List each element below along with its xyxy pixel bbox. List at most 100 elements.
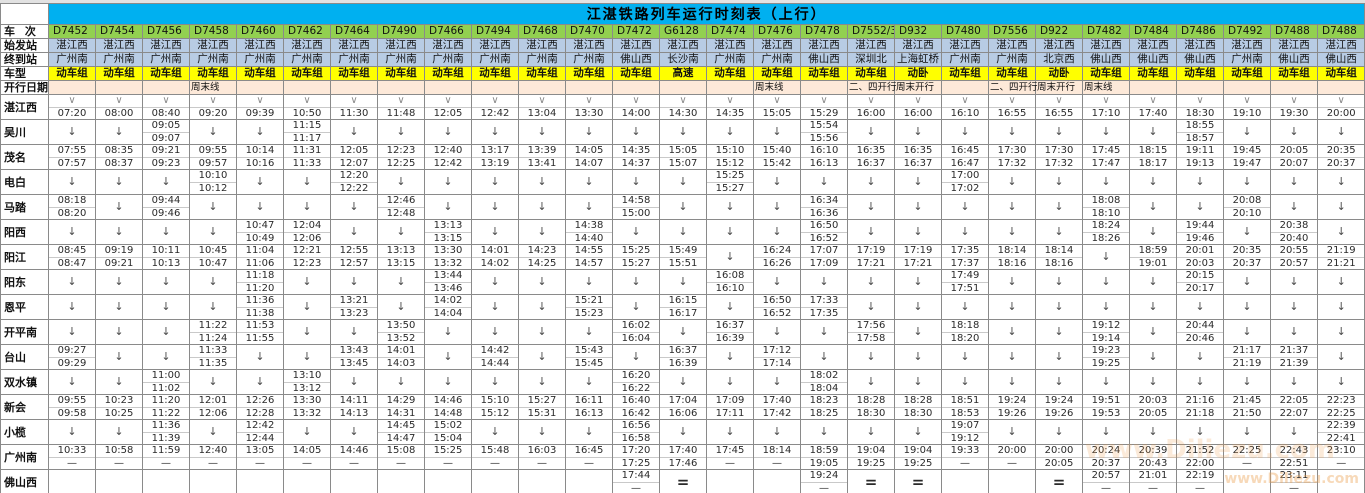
- header-row-type: 车型 动车组 动车组 动车组 动车组 动车组 动车组 动车组 动车组 动车组 动车组 动车组 动车组 动车…: [0, 66, 1365, 81]
- train-cell: D932: [894, 24, 942, 39]
- time-cell: 19:07 19:12: [941, 419, 989, 445]
- time-cell: ∨ 19:10: [1223, 94, 1271, 120]
- pass-through-cell: ↓: [565, 319, 613, 345]
- departure-time: —: [49, 457, 95, 469]
- time-cell: 14:46 14:48: [424, 394, 472, 420]
- down-arrow-icon: ↓: [208, 275, 218, 288]
- down-arrow-icon: ↓: [913, 175, 923, 188]
- down-arrow-icon: ↓: [1101, 275, 1111, 288]
- down-arrow-icon: ↓: [537, 225, 547, 238]
- time-cell: 13:13 13:15: [377, 244, 425, 270]
- departure-time: 18:10: [1083, 207, 1129, 219]
- pass-through-cell: ↓: [377, 169, 425, 195]
- time-cell: ∨ 08:00: [95, 94, 143, 120]
- pass-through-cell: ↓: [753, 219, 801, 245]
- time-cell: ∨ 07:20: [48, 94, 96, 120]
- down-arrow-icon: ↓: [678, 375, 688, 388]
- type-cell: 动车组: [941, 66, 989, 81]
- down-arrow-icon: ↓: [67, 300, 77, 313]
- down-arrow-icon: ↓: [396, 225, 406, 238]
- departure-time: 11:20: [237, 282, 283, 294]
- down-arrow-icon: ↓: [1242, 225, 1252, 238]
- down-arrow-icon: ↓: [1195, 300, 1205, 313]
- type-cell: 动车组: [800, 66, 848, 81]
- type-cell: 动卧: [1035, 66, 1083, 81]
- departure-time: —: [96, 457, 142, 469]
- station-row: 吴川 ↓ ↓ 09:05 09:07 ↓ ↓ 11:15 11:17 ↓ ↓ ↓ ↓ ↓ ↓ ↓ ↓ ↓ ↓ 15:5…: [0, 119, 1365, 145]
- time-cell: 15:10 15:12: [471, 394, 519, 420]
- down-arrow-icon: ↓: [913, 425, 923, 438]
- down-arrow-icon: ↓: [960, 225, 970, 238]
- arrival-time: 13:43: [339, 345, 369, 357]
- title-row: 江湛铁路列车运行时刻表（上行）: [0, 3, 1365, 25]
- pass-through-cell: ↓: [471, 269, 519, 295]
- time-cell: 14:35 14:37: [612, 144, 660, 170]
- row-label-type: 车型: [0, 66, 49, 81]
- train-cell: D7452: [48, 24, 96, 39]
- days-cell: 周末开行: [1035, 80, 1083, 95]
- arrival-time: 11:59: [151, 445, 181, 457]
- departure-time: 22:07: [1271, 407, 1317, 419]
- arrival-time: 18:28: [903, 395, 933, 407]
- arrival-time: 17:49: [950, 270, 980, 282]
- arrival-time: 14:35: [621, 145, 651, 157]
- down-arrow-icon: ↓: [1101, 125, 1111, 138]
- arrival-time: 22:43: [1279, 445, 1309, 457]
- pass-through-cell: ↓: [48, 269, 96, 295]
- arrival-time: 14:46: [339, 445, 369, 457]
- arrival-time: 11:15: [292, 120, 322, 132]
- arrival-time: 12:40: [433, 145, 463, 157]
- down-arrow-icon: ↓: [161, 225, 171, 238]
- departure-time: 09:39: [237, 107, 283, 119]
- departure-time: 11:30: [331, 107, 377, 119]
- arrival-time: 21:16: [1185, 395, 1215, 407]
- down-arrow-icon: ↓: [114, 175, 124, 188]
- down-arrow-icon: ↓: [866, 275, 876, 288]
- time-cell: 07:55 07:57: [48, 144, 96, 170]
- time-cell: 18:14 18:16: [988, 244, 1036, 270]
- station-name: 小榄: [0, 419, 49, 445]
- time-cell: 17:07 17:09: [800, 244, 848, 270]
- pass-through-cell: ↓: [706, 294, 754, 320]
- down-arrow-icon: ↓: [1054, 275, 1064, 288]
- pass-through-cell: ↓: [706, 244, 754, 270]
- dest-cell: 广州南: [95, 52, 143, 67]
- pass-through-cell: ↓: [659, 269, 707, 295]
- arrival-time: ∨: [1102, 95, 1110, 107]
- pass-through-cell: ↓: [330, 419, 378, 445]
- down-arrow-icon: ↓: [913, 125, 923, 138]
- pass-through-cell: ↓: [189, 369, 237, 395]
- arrival-time: 10:11: [151, 245, 181, 257]
- time-cell: ∨ 11:48: [377, 94, 425, 120]
- station-row: 广州南 10:33—10:58—11:59—12:40—13:05—14:05—1…: [0, 444, 1365, 470]
- departure-time: 14:35: [707, 107, 753, 119]
- station-row: 开平南 ↓ ↓ ↓ 11:22 11:24 11:53 11:55 ↓ ↓ 13:50 13:52 ↓ ↓…: [0, 319, 1365, 345]
- time-cell: 15:48—: [471, 444, 519, 470]
- time-cell: 17:19 17:21: [894, 244, 942, 270]
- pass-through-cell: ↓: [471, 419, 519, 445]
- pass-through-cell: ↓: [471, 319, 519, 345]
- arrival-time: 20:35: [1232, 245, 1262, 257]
- arrival-time: 19:07: [950, 420, 980, 432]
- departure-time: —: [1177, 482, 1223, 493]
- down-arrow-icon: ↓: [772, 200, 782, 213]
- time-cell: 12:46 12:48: [377, 194, 425, 220]
- pass-through-cell: ↓: [236, 194, 284, 220]
- dest-cell: 广州南: [941, 52, 989, 67]
- dest-cell: 广州南: [283, 52, 331, 67]
- down-arrow-icon: ↓: [1289, 175, 1299, 188]
- days-cell: [330, 80, 378, 95]
- dest-cell: 北京西: [1035, 52, 1083, 67]
- down-arrow-icon: ↓: [1054, 350, 1064, 363]
- down-arrow-icon: ↓: [1054, 300, 1064, 313]
- pass-through-cell: ↓: [518, 419, 566, 445]
- arrival-time: 11:22: [198, 320, 228, 332]
- pass-through-cell: ↓: [189, 294, 237, 320]
- type-cell: 动车组: [1316, 66, 1365, 81]
- arrival-time: 18:02: [809, 370, 839, 382]
- down-arrow-icon: ↓: [772, 275, 782, 288]
- pass-through-cell: ↓: [1035, 319, 1083, 345]
- down-arrow-icon: ↓: [1054, 425, 1064, 438]
- origin-cell: 湛江西: [424, 38, 472, 53]
